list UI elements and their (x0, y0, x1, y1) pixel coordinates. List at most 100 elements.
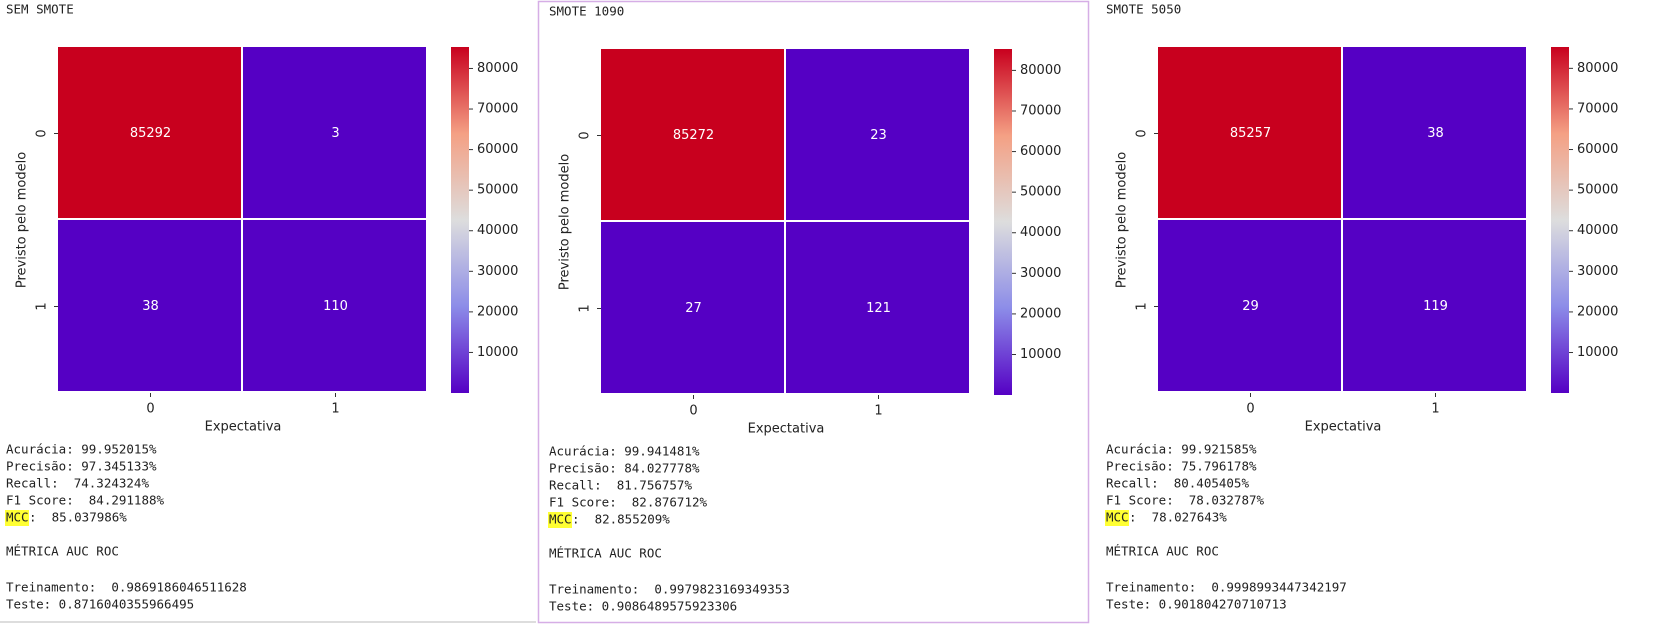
mcc-highlight (1105, 510, 1129, 526)
colorbar-tick-label: 10000 (1577, 345, 1618, 360)
metric-line: F1 Score: 84.291188% (6, 493, 165, 508)
cell-label: 38 (142, 299, 159, 314)
heatmap-cell (786, 49, 969, 220)
colorbar-tick-label: 20000 (1577, 304, 1618, 319)
colorbar (1551, 47, 1569, 393)
cell-label: 85257 (1230, 126, 1271, 141)
panel-title: SMOTE 5050 (1106, 2, 1181, 17)
colorbar-tick-label: 50000 (477, 183, 518, 198)
metric-line: Recall: 81.756757% (549, 478, 692, 493)
heatmap-cell (243, 220, 426, 391)
cell-label: 85272 (673, 128, 714, 143)
y-axis-label: Previsto pelo modelo (15, 152, 30, 288)
auc-train: Treinamento: 0.9998993447342197 (1106, 580, 1347, 595)
mcc-label: MCC (549, 512, 572, 527)
colorbar-tick-label: 30000 (1577, 264, 1618, 279)
colorbar-tick-label: 20000 (477, 304, 518, 319)
panel-title: SMOTE 1090 (549, 4, 624, 19)
y-tick-label: 0 (35, 129, 50, 137)
auc-train: Treinamento: 0.9979823169349353 (549, 582, 790, 597)
colorbar-tick-label: 10000 (1020, 347, 1061, 362)
x-tick-label: 1 (1431, 402, 1439, 417)
auc-test: Teste: 0.9086489575923306 (549, 599, 737, 614)
x-axis-label: Expectativa (205, 420, 282, 435)
auc-test: Teste: 0.901804270710713 (1106, 597, 1287, 612)
colorbar-tick-label: 70000 (1020, 103, 1061, 118)
colorbar-tick-label: 30000 (1020, 266, 1061, 281)
x-tick-label: 0 (146, 402, 154, 417)
cell-label: 121 (866, 301, 891, 316)
colorbar-tick-label: 10000 (477, 345, 518, 360)
heatmap-cell (1158, 220, 1341, 391)
heatmap-cell (1158, 47, 1341, 218)
colorbar-tick-label: 50000 (1020, 185, 1061, 200)
metric-line: F1 Score: 82.876712% (549, 495, 708, 510)
x-axis-label: Expectativa (1305, 420, 1382, 435)
cell-label: 23 (870, 128, 887, 143)
y-tick-label: 0 (578, 131, 593, 139)
colorbar (994, 49, 1012, 395)
colorbar-tick-label: 50000 (1577, 183, 1618, 198)
auc-test: Teste: 0.8716040355966495 (6, 597, 194, 612)
y-tick-label: 1 (35, 302, 50, 310)
y-tick-label: 1 (1135, 302, 1150, 310)
metric-line: Recall: 80.405405% (1106, 476, 1249, 491)
heatmap-cell (1343, 47, 1526, 218)
auc-title: MÉTRICA AUC ROC (6, 544, 119, 559)
cell-label: 119 (1423, 299, 1448, 314)
auc-title: MÉTRICA AUC ROC (549, 546, 662, 561)
y-tick-label: 1 (578, 304, 593, 312)
panel-border (537, 0, 1090, 624)
heatmap-cell (1343, 220, 1526, 391)
colorbar-tick-label: 40000 (1577, 223, 1618, 238)
cell-label: 3 (331, 126, 339, 141)
colorbar-tick-label: 70000 (1577, 101, 1618, 116)
x-tick-label: 0 (689, 404, 697, 419)
x-tick-label: 1 (874, 404, 882, 419)
colorbar-tick-label: 20000 (1020, 306, 1061, 321)
metric-line: Precisão: 84.027778% (549, 461, 700, 476)
cell-label: 27 (685, 301, 702, 316)
heatmap-cell (243, 47, 426, 218)
colorbar-tick-label: 60000 (1577, 142, 1618, 157)
heatmap-cell (786, 222, 969, 393)
auc-title: MÉTRICA AUC ROC (1106, 544, 1219, 559)
colorbar-tick-label: 40000 (1020, 225, 1061, 240)
colorbar-tick-label: 80000 (1577, 61, 1618, 76)
colorbar-tick-label: 60000 (477, 142, 518, 157)
heatmap-cell (601, 222, 784, 393)
colorbar-tick-label: 70000 (477, 102, 518, 117)
auc-train: Treinamento: 0.9869186046511628 (6, 580, 247, 595)
heatmap-cell (601, 49, 784, 220)
mcc-highlight (5, 510, 29, 526)
y-axis-label: Previsto pelo modelo (558, 154, 573, 290)
metric-line: Precisão: 97.345133% (6, 459, 157, 474)
heatmap-cell (58, 47, 241, 218)
y-axis-label: Previsto pelo modelo (1115, 152, 1130, 288)
x-tick-label: 1 (331, 402, 339, 417)
colorbar (451, 47, 469, 393)
cell-label: 38 (1427, 126, 1444, 141)
x-axis-label: Expectativa (748, 422, 825, 437)
colorbar-tick-label: 60000 (1020, 144, 1061, 159)
heatmap-cell (58, 220, 241, 391)
mcc-highlight (548, 512, 572, 528)
mcc-value: : 85.037986% (29, 510, 127, 525)
cell-label: 29 (1242, 299, 1259, 314)
metric-line: Acurácia: 99.921585% (1106, 442, 1257, 457)
cell-label: 110 (323, 299, 348, 314)
metric-line: Acurácia: 99.941481% (549, 444, 700, 459)
metric-line: F1 Score: 78.032787% (1106, 493, 1265, 508)
colorbar-tick-label: 80000 (1020, 63, 1061, 78)
metric-line: Precisão: 75.796178% (1106, 459, 1257, 474)
cell-label: 85292 (130, 126, 171, 141)
panel-title: SEM SMOTE (6, 2, 74, 17)
mcc-value: : 82.855209% (572, 512, 670, 527)
mcc-label: MCC (1106, 510, 1129, 525)
colorbar-tick-label: 30000 (477, 264, 518, 279)
colorbar-tick-label: 80000 (477, 61, 518, 76)
mcc-label: MCC (6, 510, 29, 525)
metric-line: Acurácia: 99.952015% (6, 442, 157, 457)
y-tick-label: 0 (1135, 129, 1150, 137)
